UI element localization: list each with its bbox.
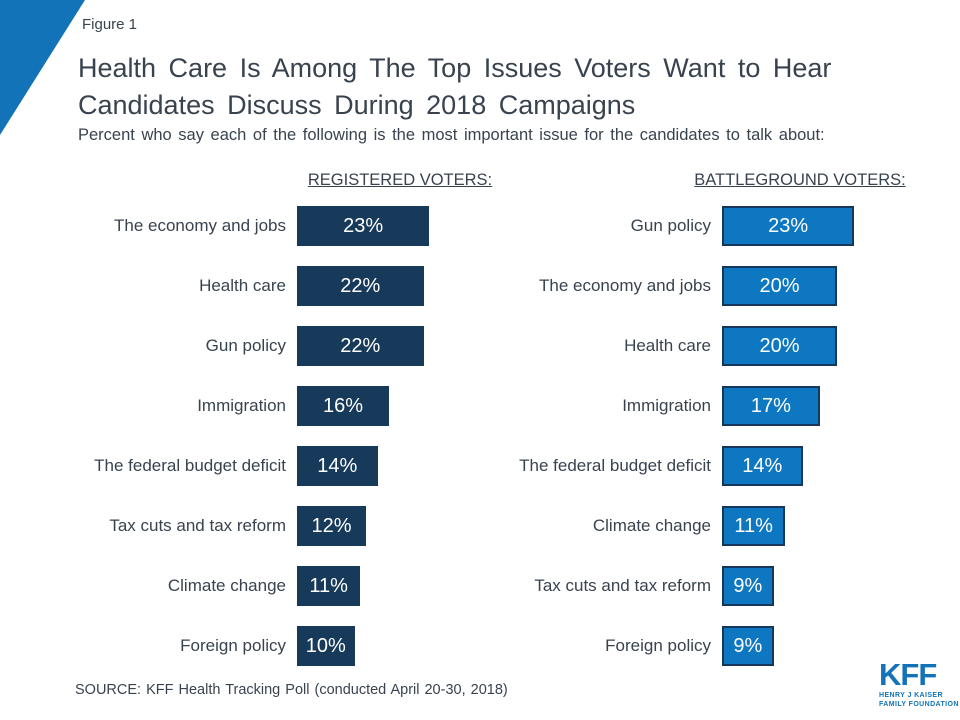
bar-row: The economy and jobs 23% (80, 196, 520, 256)
kff-logo: KFF HENRY J KAISER FAMILY FOUNDATION (879, 659, 959, 708)
category-label: Gun policy (630, 216, 711, 235)
chart-title-line2: Candidates Discuss During 2018 Campaigns (78, 90, 636, 120)
bar-value-label: 16% (322, 394, 364, 417)
bar: 16% (297, 386, 389, 426)
bar-row: The federal budget deficit 14% (80, 436, 520, 496)
bar: 20% (722, 266, 837, 306)
chart-title: Health Care Is Among The Top Issues Vote… (78, 50, 938, 124)
bar-value-label: 20% (759, 274, 800, 297)
bar: 14% (297, 446, 378, 486)
bar: 14% (722, 446, 803, 486)
bar: 11% (722, 506, 786, 546)
bar: 9% (722, 626, 774, 666)
category-label: Gun policy (205, 336, 286, 355)
bar-value-label: 14% (742, 454, 783, 477)
chart-title-line1: Health Care Is Among The Top Issues Vote… (78, 53, 832, 83)
kff-logo-subline1: HENRY J KAISER (879, 692, 943, 699)
category-label: Immigration (197, 396, 286, 415)
bar-row: Gun policy 22% (80, 316, 520, 376)
bar: 9% (722, 566, 774, 606)
category-label: The economy and jobs (114, 216, 286, 235)
bar-value-label: 14% (317, 454, 358, 477)
bar-value-label: 9% (733, 634, 763, 657)
bar-value-label: 12% (311, 514, 352, 537)
bar-row: Tax cuts and tax reform 12% (80, 496, 520, 556)
category-label: The federal budget deficit (94, 456, 286, 475)
category-label: The economy and jobs (539, 276, 711, 295)
figure-label: Figure 1 (82, 16, 138, 33)
category-label: Health care (624, 336, 711, 355)
bar-row: The federal budget deficit 14% (505, 436, 945, 496)
bar: 12% (297, 506, 366, 546)
bar: 10% (297, 626, 355, 666)
category-label: Health care (199, 276, 286, 295)
bar-row: Foreign policy 10% (80, 616, 520, 676)
bar-value-label: 9% (733, 574, 763, 597)
bar: 23% (722, 206, 855, 246)
category-label: Immigration (622, 396, 711, 415)
bar: 17% (722, 386, 820, 426)
bar-value-label: 22% (340, 334, 381, 357)
bar-row: Tax cuts and tax reform 9% (505, 556, 945, 616)
bar: 23% (297, 206, 430, 246)
bar-value-label: 10% (305, 634, 346, 657)
bar-column-battleground-voters: Gun policy 23% The economy and jobs 20% Heal… (505, 196, 945, 676)
category-label: The federal budget deficit (519, 456, 711, 475)
bar-row: The economy and jobs 20% (505, 256, 945, 316)
category-label: Foreign policy (180, 636, 286, 655)
bar-row: Climate change 11% (80, 556, 520, 616)
column-header-battleground-voters: BATTLEGROUND VOTERS: (694, 171, 906, 189)
category-label: Climate change (592, 516, 711, 535)
corner-triangle-decoration (0, 0, 85, 135)
kff-logo-subline2: FAMILY FOUNDATION (879, 701, 959, 708)
bar-row: Health care 20% (505, 316, 945, 376)
bar: 11% (297, 566, 361, 606)
category-label: Tax cuts and tax reform (534, 576, 711, 595)
bar: 22% (297, 326, 424, 366)
bar-value-label: 20% (759, 334, 800, 357)
category-label: Climate change (167, 576, 286, 595)
bar: 22% (297, 266, 424, 306)
bar-row: Foreign policy 9% (505, 616, 945, 676)
bar-row: Immigration 17% (505, 376, 945, 436)
bar-row: Climate change 11% (505, 496, 945, 556)
category-label: Tax cuts and tax reform (109, 516, 286, 535)
bar-value-label: 23% (768, 214, 809, 237)
bar-value-label: 11% (309, 574, 348, 597)
bar-column-registered-voters: The economy and jobs 23% Health care 22% Gun… (80, 196, 520, 676)
bar-row: Health care 22% (80, 256, 520, 316)
bar-value-label: 23% (343, 214, 384, 237)
bar-value-label: 22% (340, 274, 381, 297)
bar-row: Gun policy 23% (505, 196, 945, 256)
bar-value-label: 11% (734, 514, 773, 537)
bar-row: Immigration 16% (80, 376, 520, 436)
chart-subtitle: Percent who say each of the following is… (78, 126, 825, 144)
bar-value-label: 17% (750, 394, 791, 417)
bar: 20% (722, 326, 837, 366)
kff-logo-mark: KFF (879, 657, 937, 692)
source-note: SOURCE: KFF Health Tracking Poll (conduc… (75, 682, 508, 698)
category-label: Foreign policy (605, 636, 711, 655)
column-header-registered-voters: REGISTERED VOTERS: (307, 171, 493, 189)
